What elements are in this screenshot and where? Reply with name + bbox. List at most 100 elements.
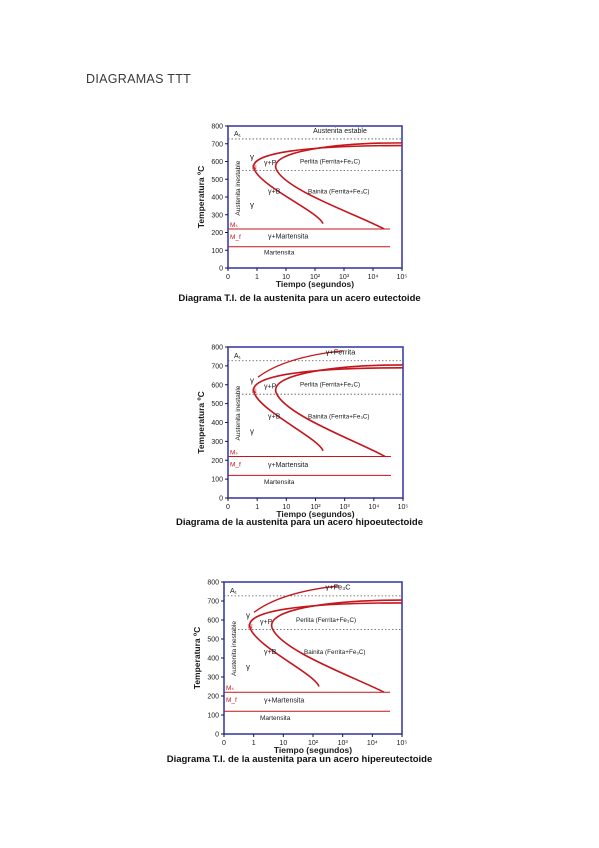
y-tick-label: 400 [207, 656, 219, 663]
x-tick-label: 10 [279, 740, 287, 747]
y-tick-label: 300 [211, 439, 223, 446]
unstable-austenite-label: Austenita inestable [235, 385, 242, 440]
nose-label: N [248, 624, 253, 631]
gamma-perlite-label: γ+P [264, 384, 277, 391]
gamma-top-label: γ [250, 153, 254, 162]
x-axis-title: Tiempo (segundos) [274, 745, 352, 755]
y-axis-title: Temperatura ºC [196, 166, 206, 228]
y-tick-label: 600 [211, 382, 223, 389]
page-title: DIAGRAMAS TTT [86, 72, 192, 86]
y-tick-label: 800 [211, 124, 223, 131]
mf-label: M_f [230, 461, 241, 468]
x-tick-label: 0 [226, 274, 230, 281]
x-tick-label: 10² [310, 504, 321, 511]
x-tick-label: 1 [255, 504, 259, 511]
perlite-label: Perlita (Ferrita+Fe₃C) [296, 617, 356, 624]
x-tick-label: 10² [310, 274, 321, 281]
x-tick-label: 10⁴ [368, 504, 379, 511]
y-tick-label: 700 [211, 141, 223, 148]
x-axis-title: Tiempo (segundos) [276, 509, 354, 519]
unstable-austenite-label: Austenita inestable [235, 160, 242, 215]
figure-caption: Diagrama T.I. de la austenita para un ac… [178, 293, 421, 304]
bainite-label: Bainita (Ferrita+Fe₃C) [308, 188, 370, 195]
y-tick-label: 300 [207, 675, 219, 682]
gamma-top-label: γ [246, 611, 250, 620]
y-tick-label: 600 [211, 159, 223, 166]
perlite-label: Perlita (Ferrita+Fe₃C) [300, 382, 360, 389]
x-tick-label: 10⁴ [367, 740, 378, 747]
top-phase-label: Austenita estable [313, 128, 367, 135]
x-tick-label: 10 [282, 504, 290, 511]
transformation-start-curve [252, 144, 403, 225]
x-tick-label: 1 [255, 274, 259, 281]
x-tick-label: 0 [226, 504, 230, 511]
y-tick-label: 0 [219, 266, 223, 273]
y-tick-label: 0 [219, 496, 223, 503]
figure-caption: Diagrama T.I. de la austenita para un ac… [166, 754, 433, 765]
transformation-end-curve [275, 142, 403, 230]
x-tick-label: 10 [282, 274, 290, 281]
ttt-diagram-svg: 0 100 200 300 400 500 600 700 800 0 1 10 10² 10³ 10⁴ 10… [192, 580, 408, 756]
y-tick-label: 200 [211, 230, 223, 237]
y-tick-label: 800 [211, 345, 223, 352]
martensite-label: Martensita [264, 250, 295, 257]
y-tick-label: 700 [211, 363, 223, 370]
x-tick-label: 10⁵ [397, 740, 408, 747]
mf-label: M_f [230, 234, 241, 241]
x-tick-label: 0 [222, 740, 226, 747]
gamma-martensite-label: γ+Martensita [268, 462, 308, 469]
gamma-bottom-label: γ [250, 427, 254, 436]
gamma-bottom-label: γ [250, 201, 254, 210]
x-tick-label: 10⁵ [398, 504, 409, 511]
martensite-label: Martensita [260, 715, 291, 722]
gamma-bainite-label: γ+B [268, 188, 281, 195]
gamma-perlite-label: γ+P [260, 619, 273, 626]
x-tick-label: 10⁴ [368, 274, 379, 281]
ttt-diagram-hypoeutectoid: 0 100 200 300 400 500 600 700 800 0 1 10 10² 10³ 10⁴ 10… [0, 340, 599, 535]
y-tick-label: 300 [211, 212, 223, 219]
ms-label: Mₛ [230, 222, 238, 229]
gamma-top-label: γ [250, 376, 254, 385]
bainite-label: Bainita (Ferrita+Fe₃C) [304, 649, 366, 656]
ttt-diagram-hypereutectoid: 0 100 200 300 400 500 600 700 800 0 1 10 10² 10³ 10⁴ 10… [0, 576, 599, 771]
gamma-martensite-label: γ+Martensita [268, 234, 308, 241]
y-tick-label: 200 [211, 458, 223, 465]
nose-label: N [252, 164, 257, 171]
gamma-martensite-label: γ+Martensita [264, 698, 304, 705]
x-tick-label: 10³ [338, 740, 349, 747]
ms-label: Mₛ [226, 685, 234, 692]
y-tick-label: 700 [207, 599, 219, 606]
proeutectoid-curve [257, 350, 344, 378]
x-tick-label: 1 [252, 740, 256, 747]
figure-caption: Diagrama de la austenita para un acero h… [175, 517, 424, 528]
y-tick-label: 400 [211, 420, 223, 427]
y-tick-label: 600 [207, 618, 219, 625]
y-tick-label: 400 [211, 195, 223, 202]
y-tick-label: 0 [215, 732, 219, 739]
top-phase-label: γ+Fe₃C [325, 583, 351, 592]
martensite-label: Martensita [264, 479, 295, 486]
transformation-start-curve [248, 602, 403, 687]
gamma-bainite-label: γ+B [268, 414, 281, 421]
y-axis-title: Temperatura ºC [196, 391, 206, 453]
unstable-austenite-label: Austenita inestable [231, 621, 238, 676]
y-tick-label: 100 [207, 713, 219, 720]
gamma-bottom-label: γ [246, 662, 250, 671]
perlite-label: Perlita (Ferrita+Fe₃C) [300, 158, 360, 165]
y-tick-label: 500 [211, 401, 223, 408]
transformation-start-curve [252, 366, 404, 452]
ms-label: Mₛ [230, 449, 238, 456]
ttt-diagram-svg: 0 100 200 300 400 500 600 700 800 0 1 10 10² 10³ 10⁴ 10… [196, 124, 407, 290]
y-tick-label: 500 [211, 177, 223, 184]
transformation-end-curve [271, 599, 403, 693]
ttt-diagram-svg: 0 100 200 300 400 500 600 700 800 0 1 10 10² 10³ 10⁴ 10… [196, 345, 409, 520]
y-tick-label: 100 [211, 248, 223, 255]
y-tick-label: 200 [207, 694, 219, 701]
x-tick-label: 10³ [340, 504, 351, 511]
a1-label: A₁ [230, 588, 238, 595]
a1-label: A₁ [234, 353, 242, 360]
gamma-perlite-label: γ+P [264, 160, 277, 167]
bainite-label: Bainita (Ferrita+Fe₃C) [308, 414, 370, 421]
top-phase-label: γ+Ferrita [326, 348, 357, 357]
proeutectoid-curve [253, 585, 340, 613]
